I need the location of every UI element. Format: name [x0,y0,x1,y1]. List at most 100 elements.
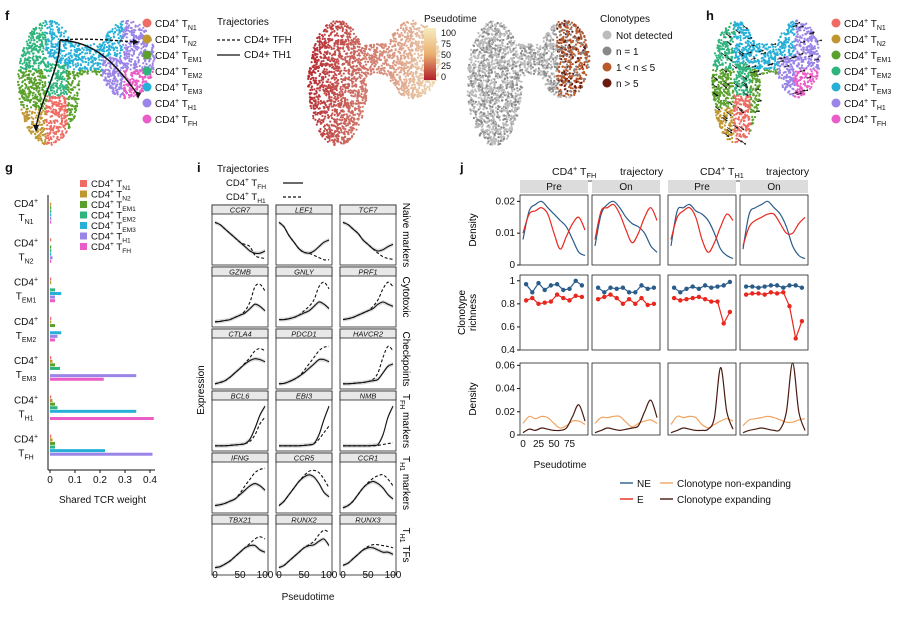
umap-point [76,44,80,48]
umap-point [400,38,403,41]
umap-point [323,107,326,110]
umap-point [135,79,138,82]
umap-point [44,81,47,84]
umap-point [403,62,406,65]
umap-point [337,40,340,43]
umap-point [36,102,39,105]
umap-point [349,30,352,33]
umap-point [19,86,22,90]
umap-point [413,94,416,97]
umap-point [316,49,319,52]
umap-point [492,103,495,106]
umap-point [60,91,63,95]
umap-point [59,86,62,89]
umap-point [398,83,401,86]
umap-point [115,91,118,94]
umap-point [52,86,55,89]
umap-point [395,73,398,76]
umap-point [71,118,74,121]
umap-point [43,127,46,130]
umap-point [311,88,314,91]
umap-point [332,86,335,89]
umap-point [336,139,339,142]
umap-point [501,44,504,48]
umap-point [34,133,37,136]
umap-point [73,77,77,80]
umap-point [73,53,76,56]
umap-point [141,42,144,45]
umap-point [313,88,316,91]
umap-point [361,84,364,87]
umap-pseudotime [307,19,442,147]
umap-point [44,138,47,141]
umap-point [407,35,410,38]
umap-point [394,80,397,83]
umap-point [341,40,344,44]
umap-point [78,88,81,91]
umap-point [393,59,396,62]
umap-point [56,25,59,28]
umap-point [79,63,82,66]
umap-point [68,108,71,111]
umap-point [61,130,64,133]
umap-point [50,40,53,43]
umap-point [44,38,47,41]
umap-point [339,85,342,89]
umap-point [396,58,399,61]
umap-point [491,105,494,109]
umap-point [337,113,340,116]
umap-point [412,71,415,75]
umap-point [314,77,318,80]
umap-point [108,31,111,34]
umap-point [315,81,318,84]
umap-point [379,72,382,75]
umap-point [414,65,417,68]
umap-point [83,55,86,58]
umap-point [38,86,41,89]
umap-point [363,50,366,53]
umap-point [360,93,363,96]
umap-point [73,48,76,51]
umap-point [49,28,52,31]
umap-point [415,28,418,31]
umap-point [312,117,315,120]
umap-point [61,94,64,98]
umap-point [63,46,67,49]
umap-point [23,51,26,54]
umap-point [316,53,319,56]
umap-point [31,111,34,114]
umap-point [64,108,67,111]
umap-point [313,96,316,99]
umap-point [141,90,145,93]
umap-point [416,43,419,46]
umap-point [486,125,489,128]
umap-point [31,84,34,87]
umap-point [28,66,31,69]
umap-point [56,94,59,97]
umap-point [420,34,424,37]
umap-point [94,62,97,65]
umap-point [113,42,116,45]
umap-point [44,41,48,44]
umap-point [138,23,141,26]
umap-point [90,65,93,68]
umap-point [136,85,139,88]
umap-point [354,90,357,93]
umap-point [40,111,43,114]
umap-point [119,62,122,65]
umap-point [62,64,65,67]
umap-point [339,141,342,144]
umap-point [51,129,54,132]
umap-point [19,57,22,60]
umap-point [75,47,79,51]
umap-point [392,45,395,48]
umap-point [43,34,46,37]
umap-point [57,127,60,130]
umap-point [335,122,338,125]
umap-point [21,62,24,65]
umap-point [136,25,139,28]
umap-point [326,26,329,29]
umap-point [401,43,404,46]
umap-point [55,48,58,51]
umap-point [122,84,125,87]
